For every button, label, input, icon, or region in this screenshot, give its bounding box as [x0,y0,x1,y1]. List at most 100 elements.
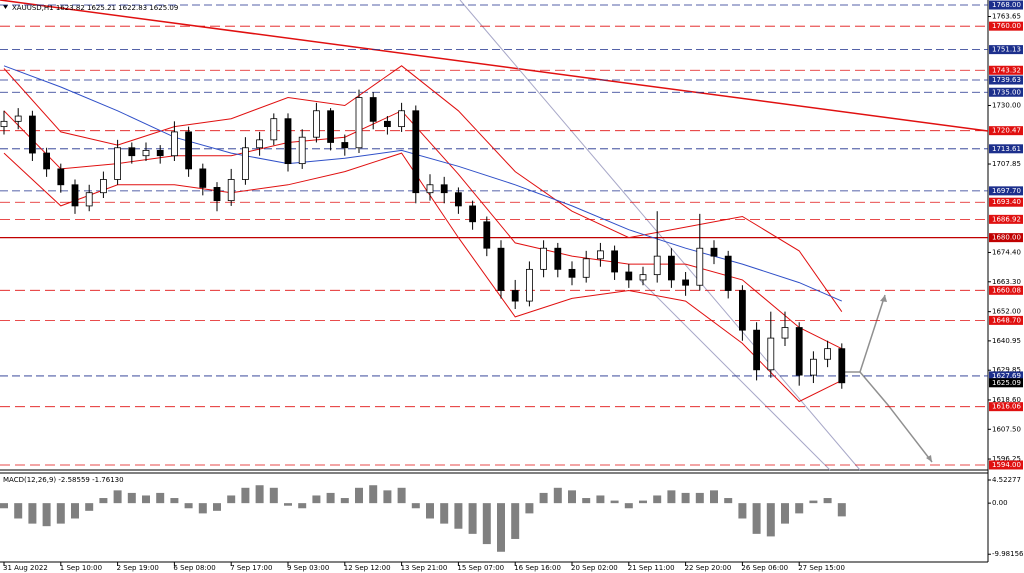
candle-body [355,97,363,149]
candle-body [185,131,193,170]
macd-bar [411,503,420,509]
level-label-box [989,460,1023,470]
candle-body [426,184,434,194]
level-label-box [989,378,1023,388]
candle-body [781,327,789,339]
macd-bar [0,503,8,509]
level-label: 1735.00 [992,88,1021,96]
candle-body [497,247,505,291]
candle-body [85,192,93,207]
candle-body [213,187,221,202]
level-label: 1743.32 [992,66,1021,74]
level-label: 1720.47 [992,127,1021,135]
macd-y-tick-label: 4.52277 [992,476,1021,484]
candle-body [383,120,391,128]
y-tick-label: 1730.00 [992,101,1021,109]
level-label-box [989,21,1023,31]
level-label: 1648.70 [992,316,1021,324]
candle-body [142,150,150,157]
macd-bar [71,503,79,519]
y-tick-label: 1707.85 [992,160,1021,168]
macd-y-tick-label: -9.98156 [992,550,1024,558]
macd-bar [781,503,789,524]
macd-bar [213,503,221,511]
x-tick-label: 12 Sep 12:00 [344,564,391,572]
y-tick-label: 1652.00 [992,308,1021,316]
candle-body [810,358,817,376]
candle-body [369,97,377,122]
macd-bar [269,487,278,504]
macd-bar [667,490,676,504]
macd-bar [397,487,406,504]
candle-body [511,290,519,302]
level-label: 1751.13 [992,46,1021,54]
x-tick-label: 22 Sep 20:00 [685,564,732,572]
macd-bar [198,503,207,514]
level-label: 1686.92 [992,215,1021,223]
level-label: 1697.70 [992,187,1021,195]
macd-bar [823,498,832,504]
candle-body [0,120,8,128]
macd-bar [738,503,747,519]
macd-bar [539,492,548,504]
candle-body [611,250,618,273]
candle-body [14,115,22,122]
candle-body [100,179,107,194]
x-tick-label: 31 Aug 2022 [3,564,48,572]
candle-body [710,247,718,257]
candle-body [469,205,477,223]
macd-bar [99,498,108,504]
macd-bar [610,500,619,504]
macd-bar [227,495,236,504]
macd-header: MACD(12,26,9) -2.58559 -1.76130 [3,476,124,484]
level-label-box [989,45,1023,55]
macd-bar [710,490,718,504]
trend-line [0,0,989,132]
level-label: 1768.00 [992,1,1021,9]
candle-body [43,152,50,170]
macd-bar [14,503,23,519]
macd-bar [56,503,65,524]
candle-body [398,110,406,128]
y-tick-label: 1629.85 [992,366,1021,374]
level-label-box [989,75,1023,85]
macd-bar [795,503,804,514]
x-tick-label: 16 Sep 16:00 [514,564,561,572]
level-label-box [989,371,1023,381]
candle-body [639,274,647,281]
candle-body [824,348,831,360]
macd-bar [639,500,647,504]
candle-body [653,255,661,276]
channel-line [639,279,831,471]
level-label-box [989,144,1023,154]
level-label: 1680.00 [992,234,1021,242]
macd-bar [653,495,662,504]
macd-bar [497,503,505,552]
candle-body [795,327,803,376]
macd-bar [624,503,633,509]
candle-body [696,247,704,286]
macd-bar [766,503,775,537]
candle-body [668,255,675,281]
x-tick-label: 2 Sep 19:00 [117,564,159,572]
macd-bar [340,498,349,504]
candle-body [568,268,576,278]
macd-bar [426,503,434,519]
x-tick-label: 13 Sep 21:00 [401,564,448,572]
level-label-box [989,233,1023,243]
candle-body [128,147,136,157]
macd-bar [127,492,136,504]
macd-bar [156,492,165,504]
candle-body [440,184,448,194]
macd-bar [440,503,449,524]
candle-body [554,247,562,270]
candle-body [483,221,491,249]
macd-bar [113,490,122,504]
level-label: 1594.00 [992,461,1021,469]
candle-body [682,279,689,286]
y-tick-label: 1674.40 [992,248,1021,256]
candle-body [753,329,760,371]
x-tick-label: 21 Sep 11:00 [628,564,675,572]
scenario-arrow [859,371,933,463]
candle-body [412,110,420,194]
